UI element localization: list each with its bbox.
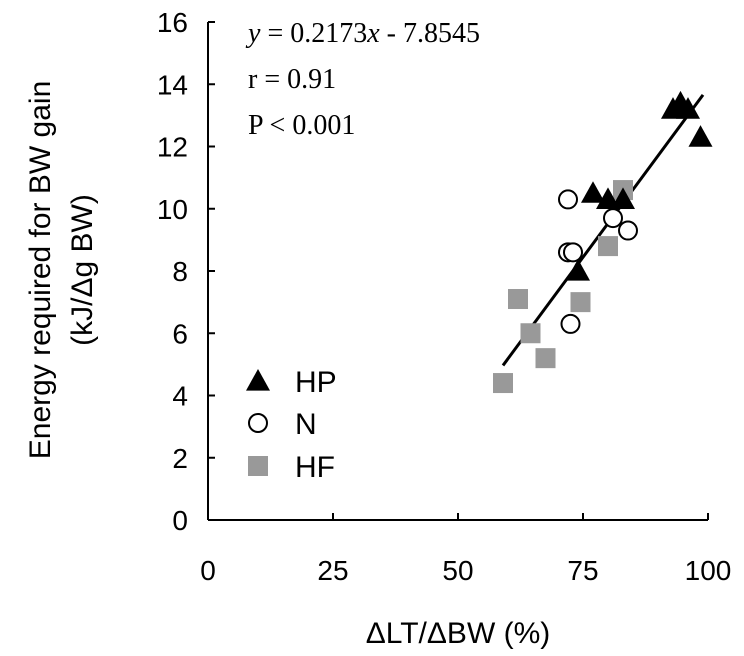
y-tick-label: 4 [172,381,188,412]
data-point-n [618,220,638,241]
y-tick-label: 2 [172,443,188,474]
data-point-hf [508,289,528,310]
data-points [493,90,713,394]
data-point-hf [570,292,591,313]
annotations: y = 0.2173x - 7.8545 r = 0.91 P < 0.001 [245,18,480,141]
legend-marker-hf [248,456,268,476]
legend-label-n: N [295,408,317,441]
x-tick-label: 50 [442,555,473,586]
data-point-n [560,313,581,334]
y-tick-label: 10 [157,194,188,225]
axes [207,22,708,521]
legend: HP N HF [246,366,337,484]
p-value: P < 0.001 [248,110,355,141]
data-point-hp [688,125,713,147]
x-ticks: 0 25 50 75 100 [200,513,731,586]
data-point-n [558,189,578,210]
data-point-hp [676,97,700,119]
equation-y-symbol: y [245,18,261,49]
data-point-hp [611,187,635,210]
x-tick-label: 0 [200,555,216,586]
regression-equation: y = 0.2173x - 7.8545 [245,18,480,49]
data-point-hp [581,181,605,203]
legend-marker-n [248,413,268,433]
data-point-n [603,208,623,229]
y-axis-title-line-2: (kJ/Δg BW) [66,194,99,346]
y-ticks: 0 2 4 6 8 10 12 14 16 [157,7,215,536]
x-tick-label: 75 [567,555,598,586]
data-point-hf [598,236,618,257]
data-point-n [563,242,583,263]
data-point-hp [566,259,590,281]
equation-intercept: - 7.8545 [380,18,480,49]
correlation-r: r = 0.91 [248,64,336,95]
equation-x-symbol: x [366,18,380,49]
legend-marker-hp [246,369,270,391]
y-tick-label: 16 [157,7,188,38]
x-tick-label: 100 [685,555,732,586]
data-point-hf [493,373,513,394]
x-tick-label: 25 [317,555,348,586]
data-point-hf [535,348,556,369]
y-tick-label: 6 [172,318,188,349]
data-point-hf [520,323,541,344]
legend-label-hp: HP [295,366,337,399]
y-tick-label: 14 [157,69,188,100]
legend-label-hf: HF [295,451,335,484]
y-axis-title-line-1: Energy required for BW gain [24,81,57,460]
regression-line [501,93,705,367]
y-tick-label: 8 [172,256,188,287]
y-tick-label: 0 [172,505,188,536]
x-axis-title: ΔLT/ΔBW (%) [366,617,551,650]
equation-coefficient: = 0.2173 [260,18,367,49]
y-tick-label: 12 [157,132,188,163]
